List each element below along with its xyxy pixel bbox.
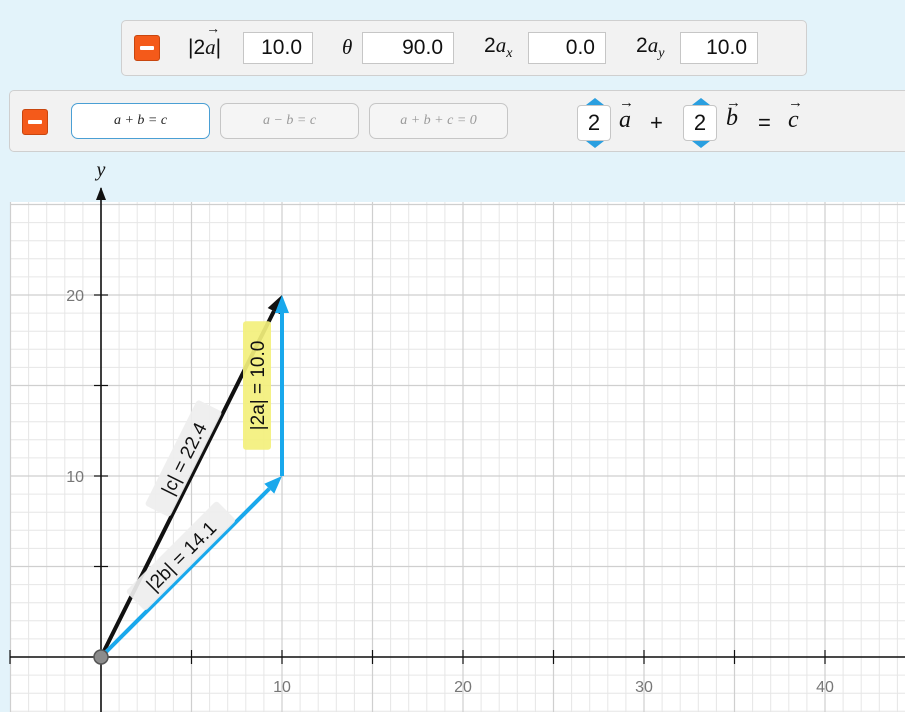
increment-b-icon[interactable] xyxy=(692,98,710,105)
add-vectors-button[interactable]: a + b = c xyxy=(71,103,210,139)
ax-label-coefficient: 2 xyxy=(484,34,496,57)
coefficient-a-value: 2 xyxy=(587,110,601,135)
vector-arrow-icon: → xyxy=(788,95,803,111)
vector-operation-panel: a + b = c a − b = c a + b + c = 0 2 a → +… xyxy=(9,90,905,152)
vector-c-label-background xyxy=(145,400,222,517)
major-grid xyxy=(9,202,905,712)
collapse-operation-panel-button[interactable] xyxy=(22,109,48,135)
vector-a-symbol: a → xyxy=(619,95,634,134)
ay-label-subscript: y xyxy=(658,46,665,62)
ax-label-variable: a xyxy=(495,33,507,57)
ay-label: 2ay xyxy=(636,33,664,62)
ax-input[interactable]: 0.0 xyxy=(528,32,606,64)
x-tick-label: 30 xyxy=(635,679,653,696)
ay-label-coefficient: 2 xyxy=(636,34,648,57)
vector-2a-arrowhead-icon xyxy=(275,295,289,313)
vector-b-letter: b xyxy=(726,105,738,131)
vector-arrow-icon: → xyxy=(619,95,634,111)
x-tick-label: 20 xyxy=(454,679,472,696)
vector-b-symbol: b → xyxy=(726,95,741,132)
ay-label-variable: a xyxy=(647,33,659,57)
vector-2b-arrowhead-icon xyxy=(264,476,282,494)
vector-2a-label-background xyxy=(243,321,271,450)
subtract-vectors-button[interactable]: a − b = c xyxy=(220,103,359,139)
vector-2b-label-background xyxy=(126,501,236,611)
decrement-a-icon[interactable] xyxy=(586,141,604,148)
magnitude-label-suffix: | xyxy=(215,36,222,59)
y-tick-label: 10 xyxy=(66,469,84,486)
equals-sign: = xyxy=(758,110,771,135)
y-axis-arrow-icon xyxy=(96,187,106,200)
minor-grid xyxy=(10,202,905,712)
ax-label: 2ax xyxy=(484,33,512,62)
ay-input[interactable]: 10.0 xyxy=(680,32,758,64)
vector-arrow-icon: → xyxy=(726,95,741,111)
sum-zero-button[interactable]: a + b + c = 0 xyxy=(369,103,508,139)
coefficient-b-stepper[interactable]: 2 xyxy=(683,98,717,148)
magnitude-label: |2a → | xyxy=(188,22,222,60)
origin-handle xyxy=(93,649,109,665)
y-tick-label: 20 xyxy=(66,288,84,305)
vector-2a-label: |2a| = 10.0 xyxy=(248,341,269,431)
vector-a-letter: a xyxy=(619,107,631,133)
graph-background xyxy=(10,202,905,712)
vector-c-letter: c xyxy=(788,107,799,133)
vector-2a-label-group: |2a| = 10.0 xyxy=(243,321,271,450)
vector-c-symbol: c → xyxy=(788,95,803,134)
theta-input[interactable]: 90.0 xyxy=(362,32,454,64)
decrement-b-icon[interactable] xyxy=(692,141,710,148)
magnitude-vector-letter: a xyxy=(205,35,216,59)
coefficient-a-stepper[interactable]: 2 xyxy=(577,98,611,148)
vector-component-panel: |2a → | 10.0 θ 90.0 2ax 0.0 2ay 10.0 xyxy=(121,20,807,76)
x-tick-label: 10 xyxy=(273,679,291,696)
magnitude-input[interactable]: 10.0 xyxy=(243,32,313,64)
axes xyxy=(10,187,905,712)
coefficient-b-value: 2 xyxy=(693,110,707,135)
magnitude-label-vector: a → xyxy=(205,22,220,59)
vector-2b-shaft xyxy=(99,487,271,659)
vector-arrow-icon: → xyxy=(206,22,221,37)
plus-sign: + xyxy=(650,110,663,135)
theta-label: θ xyxy=(342,35,353,59)
magnitude-label-prefix: |2 xyxy=(188,36,206,59)
x-tick-label: 40 xyxy=(816,679,834,696)
ax-label-subscript: x xyxy=(506,46,513,62)
increment-a-icon[interactable] xyxy=(586,98,604,105)
y-axis-label: y xyxy=(95,159,106,181)
tick-marks: 10 20 30 40 10 20 xyxy=(9,288,834,696)
collapse-vector-panel-button[interactable] xyxy=(134,35,160,61)
